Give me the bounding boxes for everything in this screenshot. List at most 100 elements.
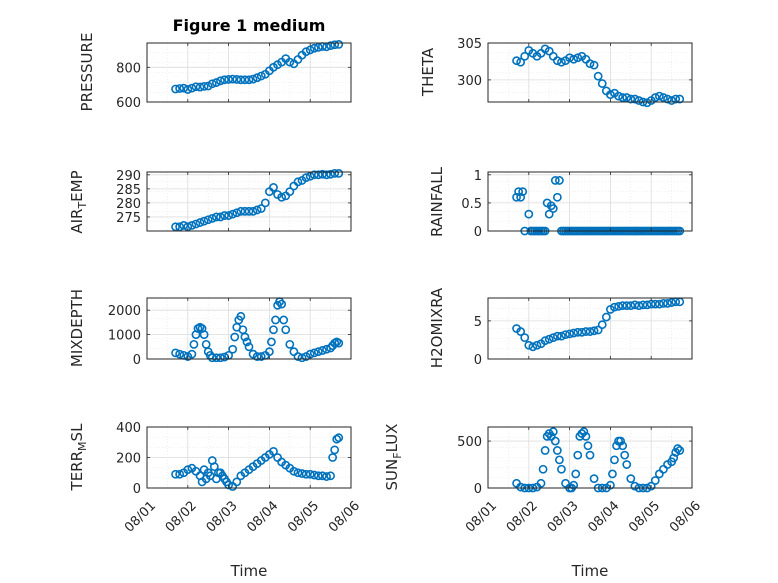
data-point: [548, 333, 558, 343]
data-point: [528, 342, 538, 352]
y-tick-label: 285: [116, 183, 141, 198]
data-point: [199, 330, 209, 339]
axes-box: [146, 42, 352, 103]
data-point: [550, 176, 560, 185]
data-point: [544, 334, 554, 344]
data-point: [538, 464, 548, 474]
series: [171, 39, 344, 94]
series: [171, 433, 344, 491]
data-point: [630, 94, 640, 104]
data-point: [520, 51, 530, 61]
data-point: [313, 42, 323, 52]
data-point: [552, 192, 562, 202]
data-point: [211, 212, 221, 222]
data-point: [179, 220, 189, 230]
data-point: [248, 206, 258, 216]
data-point: [236, 75, 246, 85]
data-point: [309, 348, 319, 358]
data-point: [667, 298, 676, 307]
data-point: [260, 198, 270, 208]
data-point: [552, 446, 562, 455]
data-point: [614, 91, 623, 101]
x-tick-label: 08/06: [667, 498, 704, 535]
data-point: [326, 169, 335, 179]
y-tick-label: 305: [457, 37, 482, 52]
data-point: [654, 299, 664, 309]
data-point: [557, 464, 566, 474]
data-point: [220, 211, 229, 220]
data-point: [187, 220, 197, 230]
data-point: [207, 79, 217, 89]
data-point: [293, 55, 303, 64]
data-point: [313, 170, 323, 180]
data-point: [518, 187, 528, 197]
data-point: [252, 352, 262, 361]
data-point: [550, 436, 560, 446]
figure-title: Figure 1 medium: [173, 16, 326, 35]
subplot-1: 600 800 PRESSURE Figure 1 medium: [78, 16, 352, 111]
axes-box: [487, 297, 693, 360]
data-point: [281, 325, 291, 335]
data-point: [224, 480, 233, 490]
data-point: [634, 301, 644, 311]
data-point: [240, 206, 250, 216]
data-point: [589, 474, 599, 484]
data-point: [675, 446, 685, 455]
data-point: [606, 480, 615, 490]
data-point: [330, 40, 340, 50]
data-point: [293, 468, 303, 478]
data-point: [301, 469, 311, 479]
data-point: [663, 94, 672, 104]
series: [512, 297, 685, 352]
data-point: [171, 469, 180, 479]
data-point: [207, 213, 217, 223]
y-tick-label: 5: [474, 315, 482, 330]
data-point: [297, 353, 307, 363]
y-axis-label: TERRMSL: [68, 423, 89, 492]
y-axis-label: AIRTEMP: [68, 170, 89, 233]
x-tick-label: 08/06: [326, 498, 363, 535]
data-point: [267, 337, 276, 347]
x-axis-label: Time: [230, 562, 268, 580]
data-point: [277, 192, 287, 202]
series: [171, 297, 344, 363]
y-tick-label: 400: [116, 421, 141, 436]
data-point: [557, 57, 566, 67]
data-point: [622, 460, 632, 469]
y-axis-label: THETA: [419, 47, 437, 97]
y-tick-label: 0: [474, 353, 482, 368]
series: [512, 44, 685, 108]
data-point: [581, 327, 591, 336]
data-point: [171, 348, 180, 358]
data-point: [191, 82, 201, 92]
data-point: [171, 84, 180, 94]
data-point: [301, 47, 311, 57]
data-point: [516, 327, 526, 336]
data-point: [201, 339, 211, 349]
data-point: [189, 339, 199, 349]
data-point: [622, 93, 632, 102]
data-point: [256, 71, 266, 81]
data-point: [532, 340, 542, 350]
data-point: [318, 169, 327, 179]
data-point: [585, 327, 595, 336]
data-point: [240, 75, 250, 85]
data-point: [279, 315, 289, 325]
data-point: [244, 206, 254, 216]
data-point: [269, 325, 278, 335]
y-tick-label: 1: [474, 169, 482, 184]
data-point: [573, 53, 583, 63]
data-point: [216, 353, 225, 363]
x-tick-label: 08/05: [626, 498, 663, 535]
y-tick-label: 200: [116, 452, 141, 467]
data-point: [614, 301, 623, 311]
data-point: [601, 312, 611, 322]
data-point: [593, 325, 603, 335]
axes-box: [146, 171, 352, 232]
data-point: [285, 57, 295, 67]
data-point: [516, 57, 526, 67]
data-point: [650, 299, 660, 309]
y-axis-label: RAINFALL: [428, 166, 446, 237]
data-point: [252, 205, 262, 215]
